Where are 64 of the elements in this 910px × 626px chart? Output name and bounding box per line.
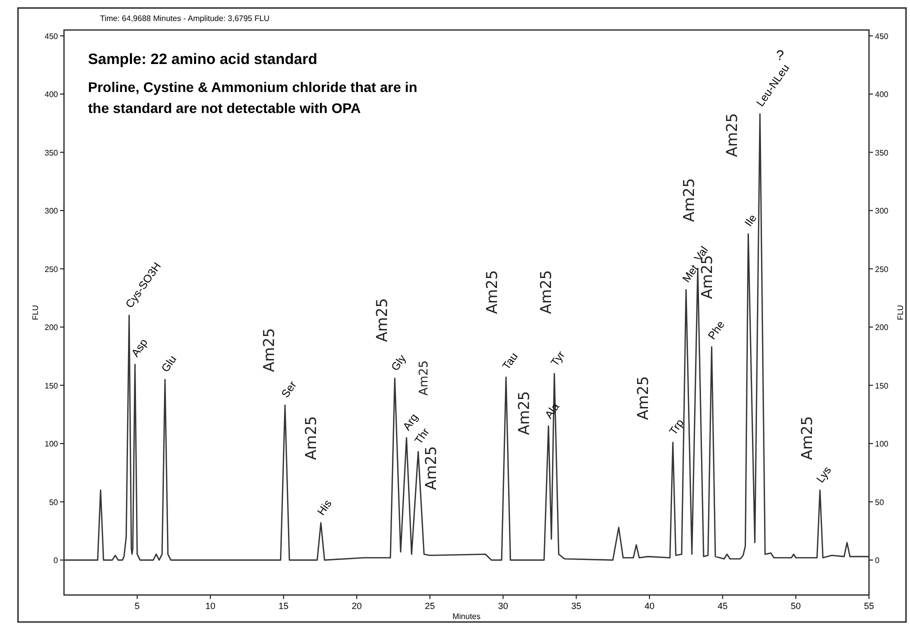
y2-tick-label: 450 <box>875 32 889 41</box>
y2-tick-label: 200 <box>875 323 889 332</box>
y2-tick-label: 100 <box>875 440 889 449</box>
y2-tick-label: 400 <box>875 90 889 100</box>
annotation: Am25 <box>798 416 816 460</box>
text: Sample: 22 amino acid standard <box>88 51 318 68</box>
x-tick-label: 5 <box>134 601 140 611</box>
x-tick-label: 15 <box>278 601 289 611</box>
y-tick-label: 350 <box>44 148 59 158</box>
y2-tick-label: 300 <box>875 206 889 216</box>
y2-tick-label: 350 <box>875 148 889 158</box>
y2-tick-label: 0 <box>875 556 880 566</box>
text: Proline, Cystine & Ammonium chloride that are in the standard are not detectable with OPA <box>88 79 418 116</box>
annotation: Phe <box>706 319 728 342</box>
annotation: Asp <box>130 336 150 360</box>
annotation: Tyr <box>548 349 568 369</box>
x-tick-label: 10 <box>205 601 216 611</box>
y-tick-label: 50 <box>49 498 59 507</box>
annotation: Am25 <box>515 391 534 435</box>
text: Time: 64,9688 Minutes - Amplitude: 3,6795 FLU <box>100 14 270 23</box>
annotation: Am25 <box>422 446 440 490</box>
x-tick-label: 35 <box>571 601 582 611</box>
annotation: Am25 <box>373 298 392 342</box>
annotation: Am25 <box>634 376 652 420</box>
y-tick-label: 300 <box>44 206 59 216</box>
y-axis-title: FLU <box>31 304 40 320</box>
annotation: Am25 <box>260 328 278 372</box>
annotation: Trp <box>668 417 687 438</box>
annotation: Glu <box>160 354 180 375</box>
annotation: ? <box>776 47 784 63</box>
y-tick-label: 150 <box>44 381 59 390</box>
annotation: Ile <box>742 212 760 229</box>
x-tick-label: 30 <box>498 601 508 611</box>
annotation: Am25 <box>537 270 556 314</box>
annotation: Met <box>680 262 702 285</box>
y2-tick-label: 50 <box>875 498 884 507</box>
annotation: Am25 <box>483 270 502 314</box>
y-tick-label: 0 <box>54 556 59 566</box>
y-tick-label: 400 <box>44 90 59 100</box>
x-tick-label: 20 <box>352 601 362 611</box>
x-tick-label: 55 <box>864 601 874 611</box>
annotation: Ala <box>543 400 563 422</box>
annotation: Tau <box>500 350 521 372</box>
x-tick-label: 25 <box>424 601 435 611</box>
annotation: Gly <box>389 352 409 374</box>
x-tick-label: 50 <box>790 601 801 611</box>
annotation: His <box>315 498 335 518</box>
annotation: Am25 <box>680 178 698 222</box>
y-tick-label: 250 <box>44 264 59 274</box>
y2-tick-label: 150 <box>875 381 889 390</box>
annotation: Am25 <box>302 416 320 460</box>
line-series <box>63 113 870 561</box>
x-tick-label: 40 <box>644 601 654 611</box>
x-tick-label: 45 <box>718 601 728 611</box>
annotation: Ser <box>280 378 300 400</box>
y-tick-label: 450 <box>44 32 59 41</box>
x-axis-title: Minutes <box>452 612 481 621</box>
annotation: Lys <box>814 464 834 486</box>
y2-tick-label: 250 <box>875 264 889 274</box>
y2-axis-title: FLU <box>896 304 905 320</box>
annotation: Am25 <box>723 113 742 157</box>
annotation: Am25 <box>416 360 430 396</box>
y-tick-label: 100 <box>44 440 59 449</box>
y-tick-label: 200 <box>44 323 59 332</box>
